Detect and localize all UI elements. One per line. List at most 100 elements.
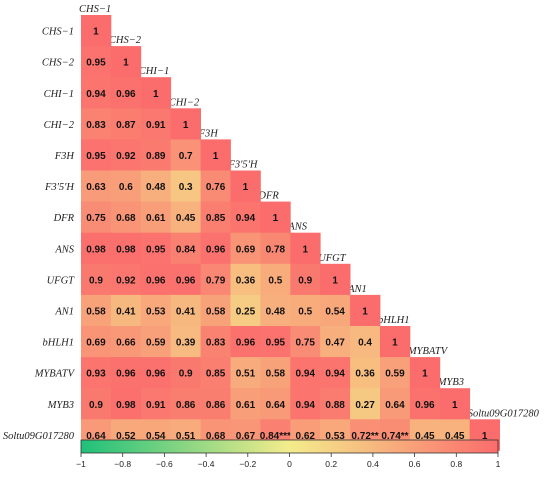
- cell-value-label: 0.52: [116, 431, 136, 442]
- column-label-chs-1: CHS−1: [79, 4, 111, 15]
- cell-value-label: 0.83: [206, 338, 226, 349]
- column-label-chi-2: CHI−2: [169, 97, 200, 108]
- cell-value-label: 1: [213, 151, 219, 162]
- cell-value-label: 0.68: [116, 213, 136, 224]
- cell-value-label: 0.39: [176, 338, 196, 349]
- heatmap-cell: [260, 326, 291, 358]
- cell-value-label: 0.54: [325, 306, 345, 317]
- row-label-chi-2: CHI−2: [44, 120, 75, 131]
- cell-value-label: 0.67: [236, 431, 256, 442]
- cell-value-label: 1: [422, 369, 428, 380]
- heatmap-cell: [290, 294, 321, 327]
- heatmap-cell: [110, 388, 142, 420]
- colorbar-tick-label: −0.6: [156, 459, 173, 469]
- cell-value-label: 1: [273, 213, 279, 224]
- cell-value-label: 0.96: [146, 369, 166, 380]
- heatmap-cell: [81, 294, 112, 327]
- cell-value-label: 0.9: [89, 275, 103, 286]
- cell-value-label: 0.85: [206, 213, 226, 224]
- cell-value-label: 0.84: [176, 244, 196, 255]
- cell-value-label: 0.94: [296, 400, 316, 411]
- heatmap-cell: [230, 326, 261, 358]
- heatmap-cell: [140, 357, 172, 389]
- cell-value-label: 0.45: [415, 431, 435, 442]
- cell-value-label: 0.94: [296, 369, 316, 380]
- cell-value-label: 0.91: [146, 120, 166, 131]
- heatmap-cell: [290, 388, 321, 420]
- cell-value-label: 0.94: [236, 213, 256, 224]
- column-label-chi-1: CHI−1: [139, 66, 169, 77]
- row-label-bhlh1: bHLH1: [42, 338, 74, 349]
- cell-value-label: 0.89: [146, 151, 166, 162]
- cell-value-label: 0.93: [86, 369, 106, 380]
- heatmap-cell: [290, 357, 321, 389]
- heatmap-cell: [260, 232, 291, 265]
- heatmap-cell: [230, 388, 261, 420]
- cell-value-label: 0.83: [86, 120, 106, 131]
- cell-value-label: 0.98: [116, 244, 136, 255]
- cell-value-label: 0.45: [445, 431, 465, 442]
- heatmap-cell: [110, 139, 142, 171]
- cell-value-label: 0.69: [236, 244, 256, 255]
- cell-value-label: 0.5: [298, 306, 312, 317]
- cell-value-label: 0.78: [266, 244, 286, 255]
- heatmap-cell: [380, 357, 411, 389]
- row-labels: CHS−1 CHS−2 CHI−1 CHI−2 F3H F3'5'H DFR ANS UFGT A…: [3, 27, 76, 442]
- heatmap-cell: [170, 263, 201, 296]
- cell-value-label: 0.64: [266, 400, 286, 411]
- cell-value-label: 0.54: [146, 431, 166, 442]
- heatmap-cell: [260, 263, 291, 296]
- cell-value-label: 0.72**: [351, 431, 378, 442]
- heatmap-cell: [110, 108, 142, 140]
- cell-value-label: 0.96: [236, 338, 256, 349]
- heatmap-cell: [200, 232, 231, 265]
- heatmap-cell: [140, 263, 172, 296]
- cell-value-label: 1: [302, 244, 308, 255]
- colorbar-tick-label: 0.4: [367, 459, 379, 469]
- heatmap-cell: [110, 232, 142, 265]
- cell-value-label: 0.47: [325, 338, 345, 349]
- heatmap-cell: [200, 357, 231, 389]
- cell-value-label: 0.63: [86, 182, 106, 193]
- colorbar-tick-label: 0.8: [450, 459, 462, 469]
- column-labels: CHS−1 CHS−2 CHI−1 CHI−2 F3H F3'5'H DFR ANS UFGT A…: [79, 4, 540, 419]
- heatmap-cell: [81, 201, 112, 234]
- cell-value-label: 0.75: [296, 338, 316, 349]
- heatmap-cell: [230, 294, 261, 327]
- heatmap-cell: [110, 77, 142, 109]
- cell-value-label: 1: [392, 338, 398, 349]
- row-label-chs-2: CHS−2: [42, 58, 75, 69]
- heatmap-cell: [170, 357, 201, 389]
- cell-value-label: 0.61: [146, 213, 166, 224]
- cell-value-label: 0.95: [86, 58, 106, 69]
- heatmap-cell: [320, 294, 351, 327]
- heatmap-cell: [260, 357, 291, 389]
- heatmap-cells: 10.95 10.94 0.96 10.83 0.87 0.91 10.95 0.92 0.89…: [81, 15, 500, 451]
- cell-value-label: 0.68: [206, 431, 226, 442]
- cell-value-label: 0.62: [296, 431, 316, 442]
- cell-value-label: 0.79: [206, 275, 226, 286]
- heatmap-cell: [81, 263, 112, 296]
- column-label-bhlh1: bHLH1: [378, 315, 410, 326]
- heatmap-cell: [170, 326, 201, 358]
- colorbar-tick-label: 0.6: [409, 459, 421, 469]
- row-label-f3-5-h: F3'5'H: [44, 182, 75, 193]
- cell-value-label: 0.9: [179, 369, 193, 380]
- cell-value-label: 0.86: [176, 400, 196, 411]
- heatmap-cell: [350, 388, 381, 420]
- heatmap-cell: [81, 46, 112, 78]
- cell-value-label: 1: [123, 58, 129, 69]
- column-label-dfr: DFR: [257, 191, 279, 202]
- heatmap-cell: [350, 294, 381, 327]
- cell-value-label: 1: [243, 182, 249, 193]
- column-label-f3h: F3H: [198, 128, 220, 139]
- colorbar-tick-label: −0.4: [198, 459, 215, 469]
- cell-value-label: 0.84***: [260, 431, 291, 442]
- heatmap-cell: [170, 201, 201, 234]
- cell-value-label: 0.98: [116, 400, 136, 411]
- row-label-mybatv: MYBATV: [34, 369, 76, 380]
- row-label-ufgt: UFGT: [47, 275, 76, 286]
- cell-value-label: 0.91: [146, 400, 166, 411]
- heatmap-cell: [200, 263, 231, 296]
